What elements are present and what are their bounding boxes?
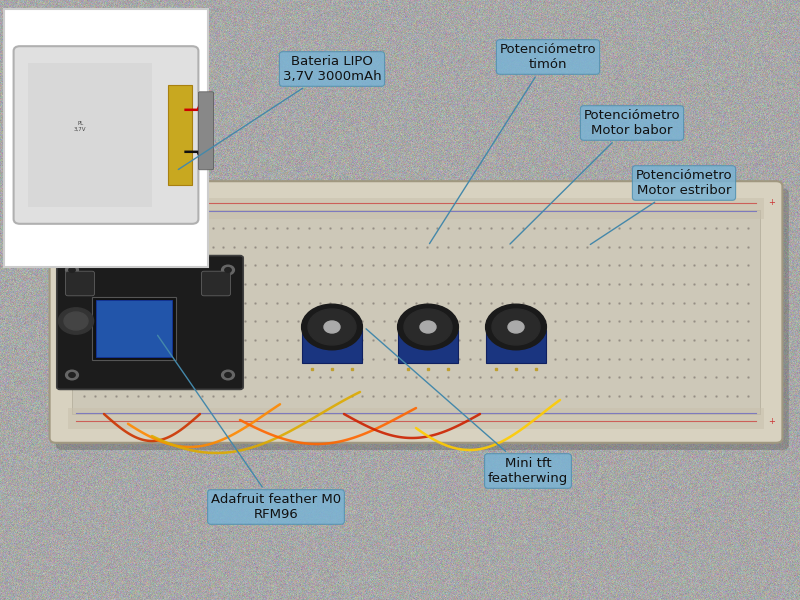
- FancyBboxPatch shape: [96, 300, 172, 357]
- FancyBboxPatch shape: [302, 330, 362, 363]
- Circle shape: [486, 304, 546, 350]
- FancyBboxPatch shape: [398, 330, 458, 363]
- FancyBboxPatch shape: [168, 85, 192, 185]
- Circle shape: [324, 321, 340, 333]
- Circle shape: [222, 265, 234, 275]
- Circle shape: [508, 321, 524, 333]
- FancyBboxPatch shape: [72, 210, 760, 414]
- Text: PL
3,7V: PL 3,7V: [74, 121, 86, 132]
- FancyBboxPatch shape: [4, 9, 208, 267]
- Text: Potenciómetro
timón: Potenciómetro timón: [430, 43, 596, 244]
- Circle shape: [69, 373, 75, 377]
- Circle shape: [69, 268, 75, 272]
- Text: Mini tft
featherwing: Mini tft featherwing: [366, 329, 568, 485]
- Text: Potenciómetro
Motor estribor: Potenciómetro Motor estribor: [590, 169, 732, 244]
- Circle shape: [302, 304, 362, 350]
- Circle shape: [420, 321, 436, 333]
- FancyBboxPatch shape: [68, 408, 764, 429]
- FancyBboxPatch shape: [56, 188, 789, 450]
- FancyBboxPatch shape: [50, 181, 782, 443]
- FancyBboxPatch shape: [486, 330, 546, 363]
- Circle shape: [66, 265, 78, 275]
- Text: Bateria LIPO
3,7V 3000mAh: Bateria LIPO 3,7V 3000mAh: [178, 55, 382, 169]
- Text: Potenciómetro
Motor babor: Potenciómetro Motor babor: [510, 109, 680, 244]
- Text: +: +: [769, 198, 775, 208]
- Text: +: +: [769, 416, 775, 426]
- FancyBboxPatch shape: [57, 256, 243, 389]
- Circle shape: [404, 309, 452, 345]
- FancyBboxPatch shape: [198, 92, 214, 170]
- Text: Adafruit feather M0
RFM96: Adafruit feather M0 RFM96: [158, 335, 341, 521]
- Circle shape: [308, 309, 356, 345]
- FancyBboxPatch shape: [14, 46, 198, 224]
- Circle shape: [58, 308, 94, 334]
- FancyBboxPatch shape: [66, 271, 94, 296]
- FancyBboxPatch shape: [202, 271, 230, 296]
- Circle shape: [492, 309, 540, 345]
- Circle shape: [225, 268, 231, 272]
- Circle shape: [398, 304, 458, 350]
- Circle shape: [225, 373, 231, 377]
- Circle shape: [222, 370, 234, 380]
- FancyBboxPatch shape: [28, 63, 152, 207]
- Circle shape: [66, 370, 78, 380]
- FancyBboxPatch shape: [68, 198, 764, 219]
- FancyBboxPatch shape: [92, 297, 176, 360]
- Circle shape: [64, 312, 88, 330]
